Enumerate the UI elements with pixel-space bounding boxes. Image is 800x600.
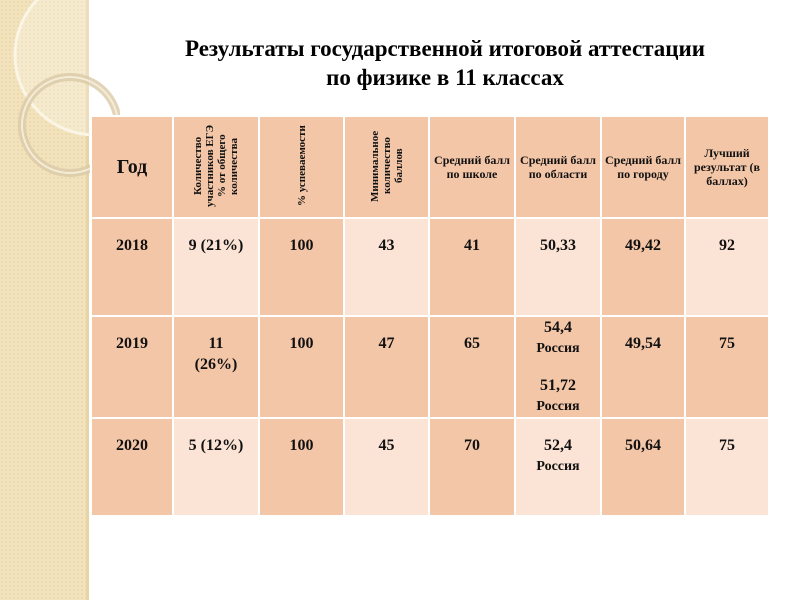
cell-participants: 11 (26%) [172, 315, 260, 419]
header-school: Средний балл по школе [428, 115, 516, 219]
slide-title: Результаты государственной итоговой атте… [100, 34, 790, 92]
cell-best: 75 [684, 315, 770, 419]
table-row: 2019 11 (26%) 100 47 65 54,4 Россия 51,7… [90, 315, 770, 419]
cell-participants: 5 (12%) [172, 417, 260, 517]
header-year: Год [90, 115, 174, 219]
cell-participants: 9 (21%) [172, 217, 260, 317]
cell-min: 45 [343, 417, 430, 517]
title-line-1: Результаты государственной итоговой атте… [184, 36, 706, 61]
cell-city: 49,42 [600, 217, 686, 317]
cell-success: 100 [258, 417, 345, 517]
cell-school: 41 [428, 217, 516, 317]
cell-city: 49,54 [600, 315, 686, 419]
cell-year: 2019 [90, 315, 174, 419]
sidebar-edge [86, 0, 89, 600]
region-value-1: 52,4 [544, 437, 572, 454]
cell-region: 50,33 [514, 217, 602, 317]
table-row: 2020 5 (12%) 100 45 70 52,4 Россия 50,64… [90, 417, 770, 517]
region-note-1: Россия [536, 459, 580, 474]
header-region: Средний балл по области [514, 115, 602, 219]
cell-year: 2020 [90, 417, 174, 517]
cell-best: 75 [684, 417, 770, 517]
cell-year: 2018 [90, 217, 174, 317]
cell-school: 65 [428, 315, 516, 419]
header-row: Год Количество участников ЕГЭ % от общег… [90, 115, 770, 219]
cell-best: 92 [684, 217, 770, 317]
decorative-sidebar [0, 0, 88, 600]
header-city: Средний балл по городу [600, 115, 686, 219]
region-note-1: Россия [536, 341, 580, 356]
title-line-2: по физике в 11 классах [326, 65, 564, 90]
cell-region: 54,4 Россия 51,72 Россия [514, 315, 602, 419]
region-value-2: 51,72 [540, 377, 576, 394]
cell-success: 100 [258, 217, 345, 317]
cell-min: 43 [343, 217, 430, 317]
header-best: Лучший результат (в баллах) [684, 115, 770, 219]
region-value-1: 54,4 [544, 319, 572, 336]
header-min: Минимальное количество баллов [343, 115, 430, 219]
header-participants: Количество участников ЕГЭ % от общего ко… [172, 115, 260, 219]
results-table: Год Количество участников ЕГЭ % от общег… [90, 115, 770, 517]
region-note-2: Россия [536, 399, 580, 414]
table-row: 2018 9 (21%) 100 43 41 50,33 49,42 92 [90, 217, 770, 317]
cell-min: 47 [343, 315, 430, 419]
cell-school: 70 [428, 417, 516, 517]
header-success: % успеваемости [258, 115, 345, 219]
cell-success: 100 [258, 315, 345, 419]
cell-city: 50,64 [600, 417, 686, 517]
cell-region: 52,4 Россия [514, 417, 602, 517]
